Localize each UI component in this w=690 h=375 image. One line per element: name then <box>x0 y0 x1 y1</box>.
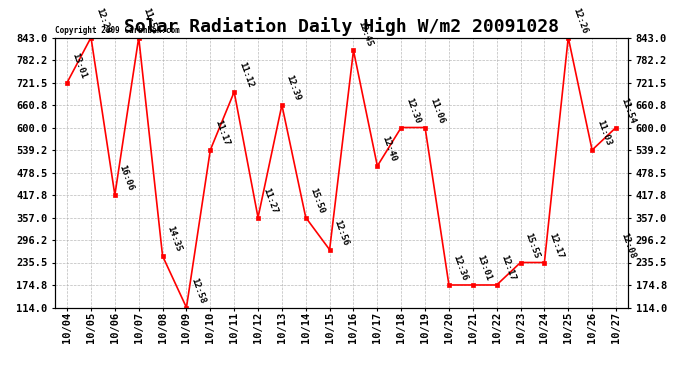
Text: 12:58: 12:58 <box>189 276 207 305</box>
Text: 12:29: 12:29 <box>94 6 111 35</box>
Text: 11:54: 11:54 <box>619 96 636 125</box>
Text: 12:26: 12:26 <box>571 6 589 35</box>
Text: 12:45: 12:45 <box>356 20 374 48</box>
Text: 12:40: 12:40 <box>380 135 397 163</box>
Text: 13:01: 13:01 <box>70 51 88 80</box>
Text: 12:17: 12:17 <box>500 254 517 282</box>
Text: 12:39: 12:39 <box>285 74 302 102</box>
Text: 12:08: 12:08 <box>619 231 636 260</box>
Text: 13:01: 13:01 <box>475 254 493 282</box>
Text: 11:12: 11:12 <box>237 61 255 89</box>
Text: 11:27: 11:27 <box>261 186 279 215</box>
Text: 16:06: 16:06 <box>117 164 135 192</box>
Text: 11:51: 11:51 <box>141 6 159 35</box>
Text: 15:50: 15:50 <box>308 186 326 215</box>
Text: 11:17: 11:17 <box>213 119 230 147</box>
Text: 11:03: 11:03 <box>595 119 613 147</box>
Title: Solar Radiation Daily High W/m2 20091028: Solar Radiation Daily High W/m2 20091028 <box>124 17 559 36</box>
Text: Copyright 2009 Carbnbak.com: Copyright 2009 Carbnbak.com <box>55 26 180 35</box>
Text: 12:17: 12:17 <box>547 231 565 260</box>
Text: 12:56: 12:56 <box>333 219 350 247</box>
Text: 11:06: 11:06 <box>428 96 446 125</box>
Text: 14:35: 14:35 <box>166 225 183 253</box>
Text: 12:36: 12:36 <box>452 254 469 282</box>
Text: 12:30: 12:30 <box>404 96 422 125</box>
Text: 15:55: 15:55 <box>523 231 541 260</box>
